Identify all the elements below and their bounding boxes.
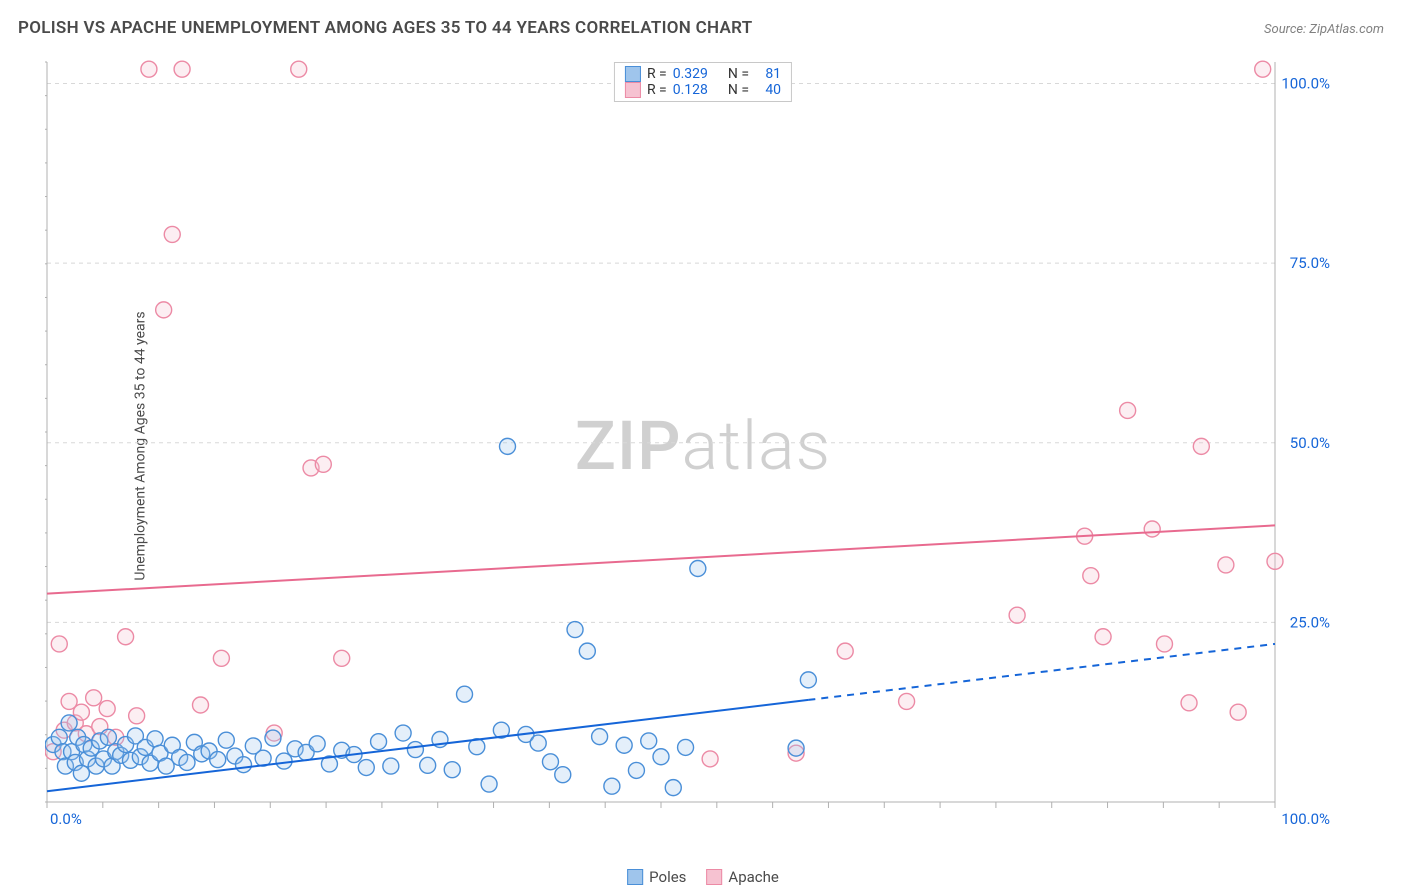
svg-text:50.0%: 50.0% <box>1290 434 1330 452</box>
legend-swatch-poles-icon <box>627 869 643 885</box>
plot-area: 25.0% 50.0% 75.0% 100.0% 0.0% 100.0% <box>45 60 1345 830</box>
n-value-poles: 81 <box>755 66 781 82</box>
r-value-apache: 0.128 <box>673 82 708 98</box>
correlation-legend: R = 0.329 N = 81 R = 0.128 N = 40 <box>614 62 792 102</box>
chart-title: POLISH VS APACHE UNEMPLOYMENT AMONG AGES… <box>18 18 753 38</box>
legend-row-apache: R = 0.128 N = 40 <box>625 82 781 98</box>
legend-label-poles: Poles <box>649 868 686 886</box>
svg-text:75.0%: 75.0% <box>1290 254 1330 272</box>
svg-text:0.0%: 0.0% <box>50 810 82 828</box>
legend-swatch-apache <box>625 82 641 98</box>
r-label: R = <box>647 66 667 82</box>
source-credit: Source: ZipAtlas.com <box>1264 22 1384 37</box>
series-legend: Poles Apache <box>627 868 779 886</box>
legend-row-poles: R = 0.329 N = 81 <box>625 66 781 82</box>
svg-text:100.0%: 100.0% <box>1281 810 1330 828</box>
r-value-poles: 0.329 <box>673 66 708 82</box>
legend-item-apache: Apache <box>706 868 778 886</box>
legend-swatch-poles <box>625 66 641 82</box>
svg-text:25.0%: 25.0% <box>1290 613 1330 631</box>
scatter-chart: 25.0% 50.0% 75.0% 100.0% 0.0% 100.0% <box>45 60 1345 830</box>
legend-label-apache: Apache <box>728 868 778 886</box>
n-label: N = <box>728 66 749 82</box>
r-label: R = <box>647 82 667 98</box>
n-value-apache: 40 <box>755 82 781 98</box>
svg-text:100.0%: 100.0% <box>1281 75 1330 93</box>
legend-swatch-apache-icon <box>706 869 722 885</box>
n-label: N = <box>728 82 749 98</box>
legend-item-poles: Poles <box>627 868 686 886</box>
